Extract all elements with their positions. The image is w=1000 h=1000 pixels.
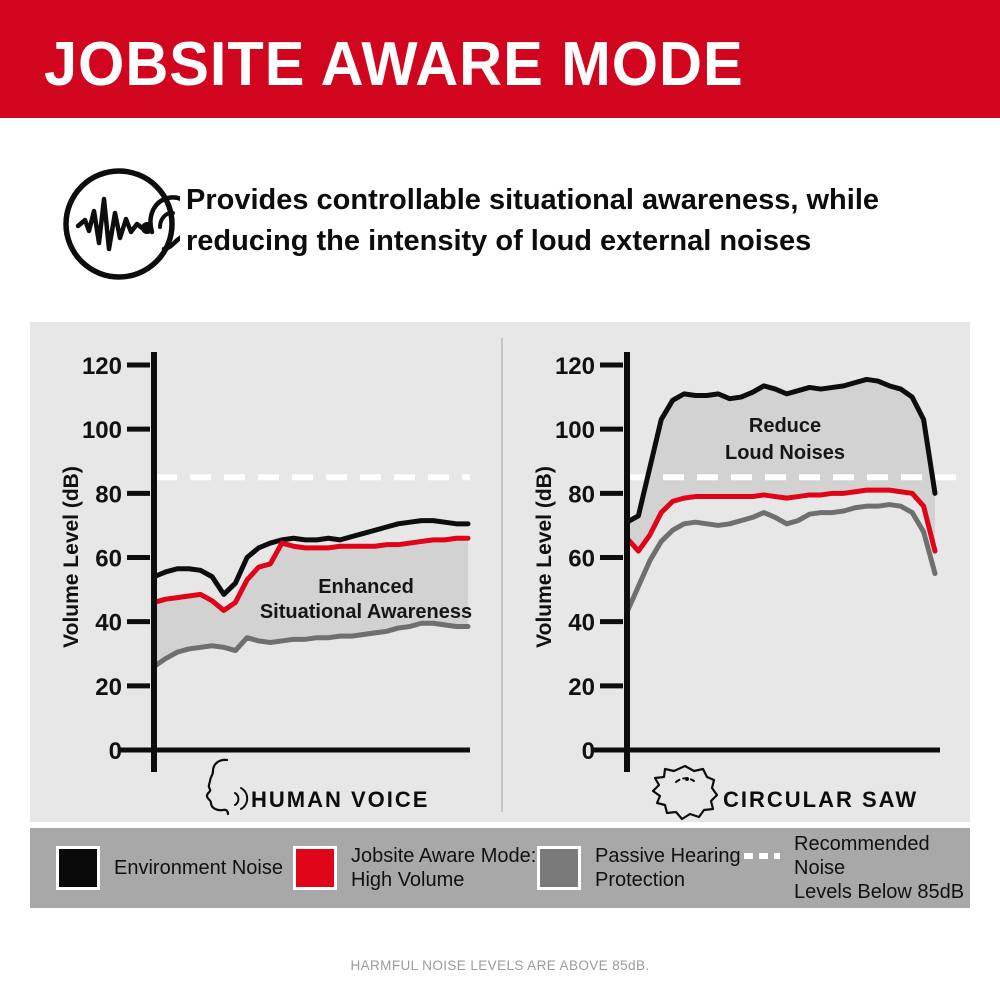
y-tick-label: 120 <box>555 353 595 380</box>
y-tick-label: 0 <box>582 738 595 765</box>
y-tick-label: 100 <box>555 417 595 444</box>
right-x-axis-label: CIRCULAR SAW <box>723 787 918 812</box>
y-tick-label: 120 <box>82 353 122 380</box>
y-tick-label: 40 <box>95 610 122 637</box>
left-annotation-line2: Situational Awareness <box>260 601 472 623</box>
series-environment-line <box>151 518 471 597</box>
intro-description: Provides controllable situational awaren… <box>186 180 879 262</box>
series-jobsite_aware-line <box>624 487 938 554</box>
jobsite-aware-swatch <box>293 846 337 890</box>
legend-item-passive-hearing-protection: Passive Hearing Protection <box>537 828 741 908</box>
legend-line: Protection <box>595 869 686 891</box>
circular-saw-icon <box>651 764 719 821</box>
footer-note: HARMFUL NOISE LEVELS ARE ABOVE 85dB. <box>350 958 650 973</box>
series-environment-line <box>624 376 938 525</box>
legend-item-jobsite-aware-mode: Jobsite Aware Mode: High Volume <box>293 828 536 908</box>
chart-human-voice: 0 20 40 60 80 100 120 <box>82 352 471 772</box>
header-banner: JOBSITE AWARE MODE <box>0 0 1000 118</box>
right-annotation-line2: Loud Noises <box>725 442 845 464</box>
y-tick-label: 100 <box>82 417 122 444</box>
legend-item-environment-noise: Environment Noise <box>56 828 283 908</box>
chart-circular-saw: 0 20 40 60 80 100 120 <box>555 352 958 772</box>
series-jobsite_aware-line <box>151 535 471 613</box>
page-title: JOBSITE AWARE MODE <box>44 29 744 99</box>
fill-between-area <box>627 379 935 552</box>
y-tick-label: 20 <box>95 674 122 701</box>
legend-label: Passive Hearing Protection <box>595 844 741 892</box>
soundwave-into-ear-icon <box>60 164 196 284</box>
legend-line: Passive Hearing <box>595 845 741 867</box>
right-y-axis-title: Volume Level (dB) <box>533 466 556 648</box>
charts-figure: 0 20 40 60 80 100 120 0 20 40 60 80 100 120 Volume L… <box>60 338 958 821</box>
legend-item-recommended-noise-level: Recommended Noise Levels Below 85dB <box>744 828 970 908</box>
speaking-face-icon <box>205 758 249 816</box>
passive-hearing-swatch <box>537 846 581 890</box>
fill-between-area <box>154 538 468 667</box>
y-tick-label: 80 <box>95 481 122 508</box>
legend: Environment Noise Jobsite Aware Mode: Hi… <box>30 828 970 908</box>
dashed-line-swatch <box>744 853 780 859</box>
y-tick-label: 0 <box>109 738 122 765</box>
left-annotation-line1: Enhanced <box>318 576 414 598</box>
y-tick-label: 60 <box>95 546 122 573</box>
environment-noise-swatch <box>56 846 100 890</box>
left-y-axis-title: Volume Level (dB) <box>60 466 83 648</box>
y-tick-label: 20 <box>568 674 595 701</box>
y-tick-label: 80 <box>568 481 595 508</box>
legend-label: Environment Noise <box>114 856 283 880</box>
legend-line: Recommended Noise <box>794 833 930 879</box>
left-x-axis-label: HUMAN VOICE <box>251 787 429 812</box>
series-passive_protection-line <box>151 620 471 670</box>
series-passive_protection-line <box>624 502 938 615</box>
legend-label: Recommended Noise Levels Below 85dB <box>794 832 970 904</box>
right-annotation-line1: Reduce <box>749 415 821 437</box>
legend-label: Jobsite Aware Mode: High Volume <box>351 844 536 892</box>
legend-line: High Volume <box>351 869 465 891</box>
legend-line: Levels Below 85dB <box>794 881 965 903</box>
y-tick-label: 60 <box>568 546 595 573</box>
legend-line: Environment Noise <box>114 857 283 879</box>
intro-line-1: Provides controllable situational awaren… <box>186 184 879 216</box>
intro-line-2: reducing the intensity of loud external … <box>186 225 812 257</box>
legend-line: Jobsite Aware Mode: <box>351 845 537 867</box>
y-tick-label: 40 <box>568 610 595 637</box>
